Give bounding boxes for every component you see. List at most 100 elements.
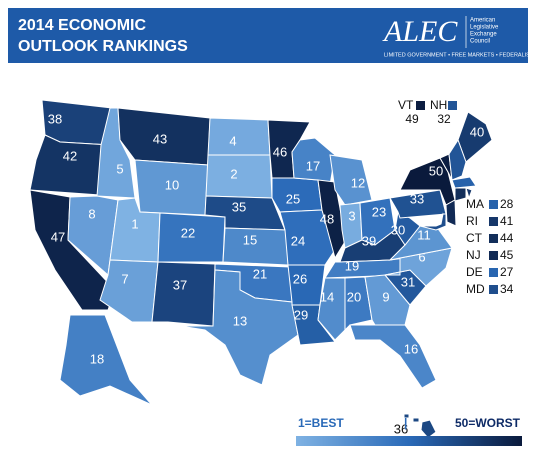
state-rank: 25 — [286, 191, 300, 206]
callout-abbr: MA — [466, 197, 484, 211]
state-rank: 29 — [294, 307, 308, 322]
state-rank: 39 — [362, 233, 376, 248]
state-rank: 23 — [372, 204, 386, 219]
state-rank: 1 — [131, 216, 138, 231]
state-rank: 16 — [404, 341, 418, 356]
state-rank: 2 — [230, 166, 237, 181]
callout-rank: 32 — [437, 112, 451, 126]
header-bar — [8, 8, 528, 63]
state — [99, 259, 159, 323]
callout-rank: 34 — [500, 282, 514, 296]
state-rank: 18 — [90, 351, 104, 366]
state-rank: 8 — [88, 206, 95, 221]
callout-swatch — [416, 101, 425, 110]
state — [349, 324, 437, 389]
state — [451, 176, 477, 189]
state-rank: 14 — [320, 289, 334, 304]
callout-swatch — [489, 217, 498, 226]
callout-rank: 45 — [500, 248, 514, 262]
state-rank: 3 — [348, 208, 355, 223]
title-line: 2014 ECONOMIC — [18, 17, 146, 34]
state — [317, 179, 347, 260]
state — [151, 261, 216, 327]
state-rank: 47 — [51, 229, 65, 244]
state — [207, 117, 271, 156]
state — [445, 199, 457, 227]
state — [179, 269, 299, 386]
state-rank: 33 — [410, 191, 424, 206]
state — [384, 247, 453, 287]
tagline: LIMITED GOVERNMENT • FREE MARKETS • FEDE… — [384, 52, 535, 58]
state-rank: 11 — [417, 227, 431, 242]
callout-swatch — [489, 251, 498, 260]
state — [420, 419, 437, 439]
state-rank: 46 — [273, 144, 287, 159]
callout-swatch — [448, 101, 457, 110]
state-rank: 10 — [165, 177, 179, 192]
state-rank: 6 — [418, 249, 425, 264]
callout-swatch — [489, 200, 498, 209]
state-rank: 5 — [116, 161, 123, 176]
legend-ramp — [296, 436, 522, 446]
callout-abbr: MD — [466, 282, 485, 296]
legend-divider: | — [404, 416, 407, 430]
state — [344, 276, 373, 332]
state-rank: 15 — [243, 232, 257, 247]
state-rank: 38 — [48, 111, 62, 126]
title-line: OUTLOOK RANKINGS — [18, 38, 188, 55]
callout-swatch — [489, 268, 498, 277]
legend-high: 50=WORST — [455, 416, 521, 430]
state-rank: 9 — [382, 289, 389, 304]
callout-abbr: VT — [398, 98, 414, 112]
callout-rank: 28 — [500, 197, 514, 211]
callout-rank: 27 — [500, 265, 514, 279]
logo-name: Exchange — [470, 32, 497, 38]
callout-abbr: CT — [466, 231, 483, 245]
state-rank: 40 — [470, 124, 484, 139]
callout-rank: 49 — [405, 112, 419, 126]
state — [403, 413, 410, 419]
state — [448, 138, 467, 181]
state-rank: 20 — [347, 289, 361, 304]
state — [465, 187, 473, 200]
state-rank: 36 — [394, 421, 408, 436]
state — [389, 189, 447, 219]
state-rank: 48 — [320, 211, 334, 226]
state-rank: 7 — [121, 271, 128, 286]
state — [394, 211, 421, 246]
state-rank: 21 — [253, 266, 267, 281]
state-rank: 17 — [306, 158, 320, 173]
state-rank: 12 — [351, 175, 365, 190]
state-rank: 24 — [291, 233, 305, 248]
callout-swatch — [489, 285, 498, 294]
state — [419, 213, 447, 231]
logo-name: Council — [470, 39, 490, 45]
logo-name: American — [470, 18, 495, 24]
state-rank: 35 — [232, 199, 246, 214]
state-rank: 30 — [391, 222, 405, 237]
state-rank: 42 — [63, 148, 77, 163]
us-map: 3842475843101722374235152113462524262917… — [29, 98, 514, 439]
callout-rank: 44 — [500, 231, 514, 245]
state-rank: 4 — [229, 133, 236, 148]
callout-rank: 41 — [500, 214, 514, 228]
state — [59, 314, 153, 406]
state-rank: 31 — [401, 274, 415, 289]
state — [412, 417, 420, 423]
state-rank: 26 — [293, 271, 307, 286]
logo-name: Legislative — [470, 25, 499, 31]
callout-abbr: NH — [430, 98, 447, 112]
callout-abbr: RI — [466, 214, 478, 228]
state — [399, 157, 456, 206]
callout-abbr: DE — [466, 265, 483, 279]
callout-swatch — [489, 234, 498, 243]
state — [329, 154, 373, 206]
state — [454, 187, 467, 202]
logo: ALEC — [382, 15, 458, 48]
state-rank: 22 — [181, 225, 195, 240]
state — [205, 154, 273, 199]
state-rank: 50 — [429, 163, 443, 178]
state-rank: 19 — [345, 258, 359, 273]
state-rank: 13 — [233, 313, 247, 328]
